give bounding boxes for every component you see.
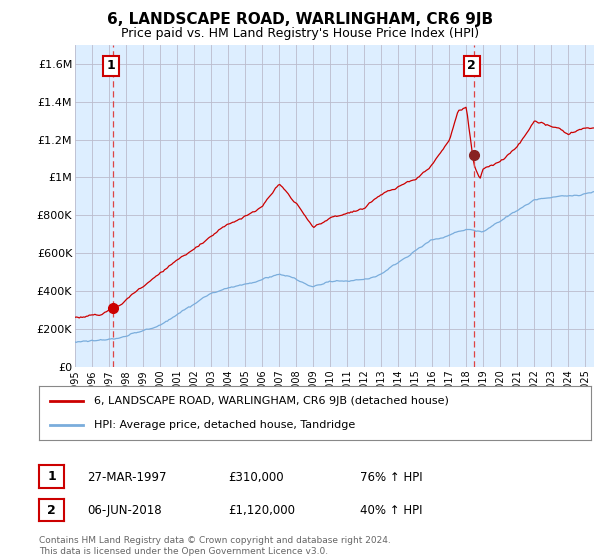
Text: 2: 2 [47,503,56,517]
Text: Contains HM Land Registry data © Crown copyright and database right 2024.
This d: Contains HM Land Registry data © Crown c… [39,536,391,556]
Text: HPI: Average price, detached house, Tandridge: HPI: Average price, detached house, Tand… [94,420,355,430]
Text: 6, LANDSCAPE ROAD, WARLINGHAM, CR6 9JB (detached house): 6, LANDSCAPE ROAD, WARLINGHAM, CR6 9JB (… [94,396,449,406]
Text: 1: 1 [107,59,115,72]
Text: 6, LANDSCAPE ROAD, WARLINGHAM, CR6 9JB: 6, LANDSCAPE ROAD, WARLINGHAM, CR6 9JB [107,12,493,27]
Text: 2: 2 [467,59,476,72]
Text: 76% ↑ HPI: 76% ↑ HPI [360,470,422,484]
Text: 06-JUN-2018: 06-JUN-2018 [87,504,161,517]
Text: Price paid vs. HM Land Registry's House Price Index (HPI): Price paid vs. HM Land Registry's House … [121,27,479,40]
Text: 40% ↑ HPI: 40% ↑ HPI [360,504,422,517]
Text: £310,000: £310,000 [228,470,284,484]
Text: 27-MAR-1997: 27-MAR-1997 [87,470,167,484]
Text: £1,120,000: £1,120,000 [228,504,295,517]
Text: 1: 1 [47,470,56,483]
